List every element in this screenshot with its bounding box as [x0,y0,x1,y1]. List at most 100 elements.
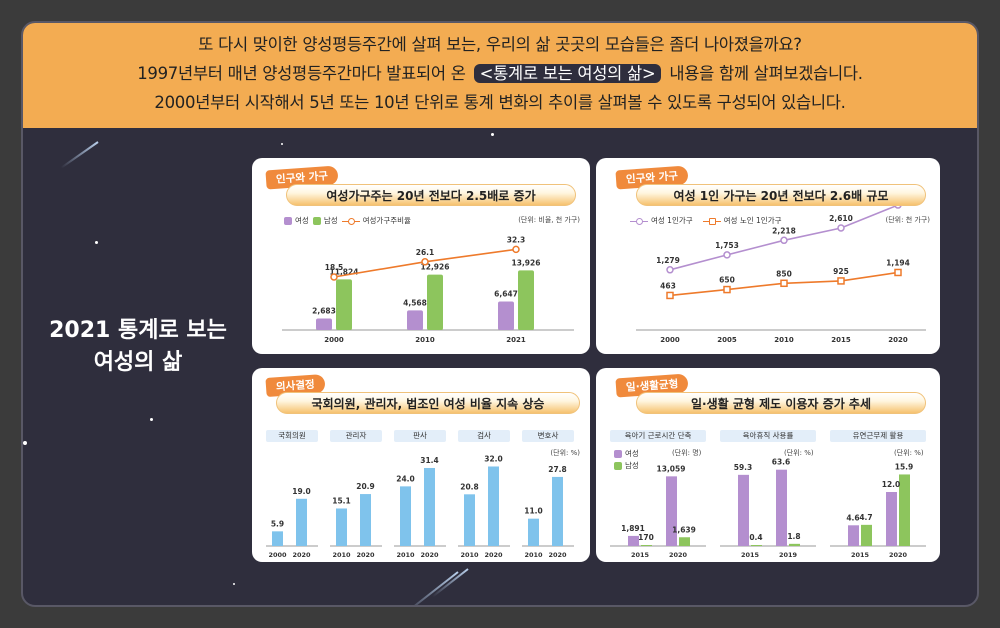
data-label-female: 4,568 [403,298,427,307]
data-label: 31.4 [420,456,439,465]
data-label-female: 63.6 [772,458,791,467]
bar-male [427,274,443,330]
data-label-female: 59.3 [734,463,753,472]
panel-work-life-balance: 1,891 170 2015 13,059 1,639 2020 59.3 0.4 2015 63… [596,368,940,562]
shooting-star [402,571,459,605]
bar-female-share [552,476,563,546]
female-householders-chart: 2,683 11,824 2000 4,568 12,926 2010 6,647 13,92… [282,235,574,344]
panel-single-households: 2000 2005 2010 2015 2020 1,279 1,753 2,218 2,610… [596,158,940,354]
legend-female: 여성 [614,448,639,459]
bar-female [848,525,859,546]
group-header-reduced-hours: 육아기 근로시간 단축 [610,430,706,442]
data-label-male: 1.8 [787,532,800,541]
data-label-male: 12,926 [421,263,450,272]
main-frame: 또 다시 맞이한 양성평등주간에 살펴 보는, 우리의 삶 곳곳의 모습들은 좀… [21,21,979,607]
unit-label: (단위: 천 가구) [885,216,930,224]
x-tick-label: 2015 [851,551,870,559]
data-label-female: 13,059 [657,464,686,473]
female-single-label: 1,753 [715,241,739,250]
x-tick-label: 2021 [506,336,526,344]
elderly-single-point [723,285,731,294]
bar-female [738,474,749,546]
data-label-female: 1,891 [621,524,645,533]
bar-male [336,279,352,330]
female-single-point [666,266,674,274]
bar-male [641,545,652,546]
panel-title: 여성가구주는 20년 전보다 2.5배로 증가 [286,184,576,206]
bar-male [679,537,690,546]
female-single-point [780,236,788,245]
ratio-label: 32.3 [507,235,526,244]
bar-female [666,476,677,546]
x-tick-label: 2010 [415,336,435,344]
x-tick-label: 2015 [631,551,650,559]
data-label: 11.0 [524,507,543,516]
banner-line-2: 1997년부터 매년 양성평등주간마다 발표되어 온 <통계로 보는 여성의 삶… [23,59,977,88]
bar-female [316,318,332,330]
star [281,143,283,145]
star [23,441,27,445]
data-label-male: 4.7 [859,513,872,522]
bar-female [886,492,897,546]
group-header-flexible-work: 유연근무제 활용 [830,430,926,442]
ratio-point [512,245,520,254]
publication-title-highlight: <통계로 보는 여성의 삶> [473,64,662,83]
bar-female-share [336,508,347,546]
legend-ratio: 여성가구주비율 [341,215,411,226]
data-label-male: 0.4 [749,533,762,542]
group-header-managers: 관리자 [330,430,382,442]
elderly-single-label: 650 [719,276,735,285]
star [491,133,494,136]
data-label-female: 4.6 [846,513,859,522]
ratio-point [330,273,338,281]
chart-legend: 여성 남성 [614,448,639,471]
legend-male: 남성 [312,215,338,226]
bar-female [776,469,787,546]
elderly-single-label: 1,194 [886,258,910,267]
unit-label: (단위: 명) [672,449,702,457]
ratio-point [421,258,429,266]
elderly-single-point [837,277,845,285]
bar-female-share [296,498,307,546]
chart-legend: 여성 1인가구 여성 노인 1인가구 [630,215,782,226]
panel-female-householders: 2,683 11,824 2000 4,568 12,926 2010 6,647 13,92… [252,158,590,354]
x-tick-label: 2010 [460,551,479,559]
x-tick-label: 2015 [831,336,851,344]
elderly-single-point [780,279,788,288]
legend-elderly-single: 여성 노인 1인가구 [702,215,782,226]
group-header-parental-leave: 육아휴직 사용률 [720,430,816,442]
bar-male [899,474,910,546]
panel-title: 국회의원, 관리자, 법조인 여성 비율 지속 상승 [276,392,580,414]
data-label-male: 170 [638,533,654,542]
bar-male [751,545,762,546]
bar-female [628,535,639,546]
data-label-male: 15.9 [895,462,914,471]
chart-legend: 여성 남성 여성가구주비율 [284,215,411,226]
panel-decision-making: 5.9 2000 19.0 2020 15.1 2010 20.9 2020 24.0 2010 3… [252,368,590,562]
data-label: 27.8 [548,465,567,474]
x-tick-label: 2015 [741,551,760,559]
data-label: 19.0 [292,487,311,496]
elderly-single-point [666,291,674,300]
female-single-label: 2,218 [772,226,796,235]
banner-line-3: 2000년부터 시작해서 5년 또는 10년 단위로 통계 변화의 추이를 살펴… [154,93,846,112]
x-tick-label: 2010 [524,551,543,559]
legend-female-single: 여성 1인가구 [630,215,693,226]
data-label-male: 11,824 [330,267,359,276]
data-label-female: 6,647 [494,290,518,299]
x-tick-label: 2010 [396,551,415,559]
x-tick-label: 2000 [324,336,344,344]
group-header-lawyers: 변호사 [522,430,574,442]
group-header-prosecutors: 검사 [458,430,510,442]
group-header-assembly: 국회의원 [266,430,318,442]
data-label: 20.9 [356,482,375,491]
female-single-point [723,251,731,259]
female-single-point [837,224,845,232]
bar-female-share [488,466,499,546]
ratio-label: 18.5 [325,263,344,272]
side-title: 2021 통계로 보는 여성의 삶 [33,315,243,379]
data-label-female: 2,683 [312,307,336,316]
data-label: 15.1 [332,496,351,505]
legend-male: 남성 [614,460,639,471]
